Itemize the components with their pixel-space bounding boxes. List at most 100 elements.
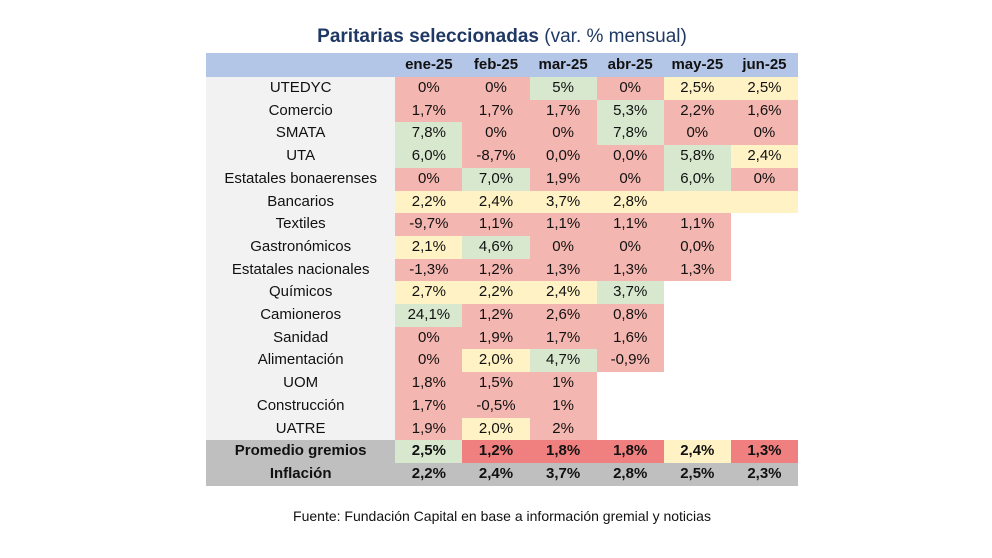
value-cell: 2,3% [730, 462, 798, 486]
value-cell: 2,2% [395, 190, 463, 214]
value-cell: 0% [596, 77, 664, 100]
value-cell: 7,8% [596, 122, 664, 146]
row-label: Promedio gremios [206, 440, 396, 463]
table-row: Alimentación 0% 2,0% 4,7% -0,9% [206, 349, 798, 373]
value-cell [596, 372, 664, 395]
value-cell: 1,2% [462, 304, 530, 327]
table-row: UATRE 1,9% 2,0% 2% [206, 417, 798, 441]
value-cell: 1,2% [462, 258, 530, 282]
summary-row: Inflación 2,2% 2,4% 3,7% 2,8% 2,5% 2,3% [206, 462, 798, 486]
value-cell: -0,5% [462, 394, 530, 418]
column-header-may-25: may-25 [663, 53, 731, 77]
value-cell: 1,1% [462, 213, 530, 236]
value-cell: 1,9% [395, 417, 463, 441]
value-cell: 7,8% [395, 122, 463, 146]
value-cell [730, 235, 798, 259]
value-cell: 1,7% [395, 394, 463, 418]
value-cell: 2,2% [395, 462, 463, 486]
value-cell: 2,0% [462, 349, 530, 373]
row-label: UATRE [206, 417, 396, 441]
value-cell: 0% [730, 167, 798, 191]
value-cell: -0,9% [596, 349, 664, 373]
row-label: Inflación [206, 462, 396, 486]
value-cell: 2,8% [596, 462, 664, 486]
value-cell: 4,7% [529, 349, 597, 373]
value-cell: 1,9% [462, 326, 530, 350]
table-row: Estatales nacionales -1,3% 1,2% 1,3% 1,3% 1,3… [206, 258, 798, 282]
value-cell [730, 213, 798, 236]
paritarias-table: ene-25 feb-25 mar-25 abr-25 may-25 jun-25 UTE… [206, 53, 798, 486]
value-cell: 1,3% [663, 258, 731, 282]
header-corner [206, 53, 396, 77]
source-note: Fuente: Fundación Capital en base a info… [293, 508, 711, 524]
value-cell [663, 281, 731, 305]
value-cell: 3,7% [529, 462, 597, 486]
value-cell [730, 304, 798, 327]
value-cell [663, 417, 731, 441]
table-row: Sanidad 0% 1,9% 1,7% 1,6% [206, 326, 798, 350]
value-cell [730, 417, 798, 441]
value-cell [730, 326, 798, 350]
value-cell: 1,9% [529, 167, 597, 191]
value-cell [663, 190, 731, 214]
value-cell: 2,4% [663, 440, 731, 463]
value-cell: 7,0% [462, 167, 530, 191]
value-cell: 2,8% [596, 190, 664, 214]
value-cell: 3,7% [596, 281, 664, 305]
table-row: Comercio 1,7% 1,7% 1,7% 5,3% 2,2% 1,6% [206, 99, 798, 123]
row-label: Textiles [206, 213, 396, 236]
value-cell: -1,3% [395, 258, 463, 282]
value-cell: 2,5% [663, 462, 731, 486]
value-cell: 1,3% [529, 258, 597, 282]
value-cell: 0,0% [663, 235, 731, 259]
column-header-feb-25: feb-25 [462, 53, 530, 77]
value-cell [730, 394, 798, 418]
row-label: UOM [206, 372, 396, 395]
row-label: Alimentación [206, 349, 396, 373]
value-cell: 1% [529, 394, 597, 418]
table-row: Estatales bonaerenses 0% 7,0% 1,9% 0% 6,0% 0% [206, 167, 798, 191]
column-header-ene-25: ene-25 [395, 53, 463, 77]
column-header-abr-25: abr-25 [596, 53, 664, 77]
summary-row: Promedio gremios 2,5% 1,2% 1,8% 1,8% 2,4% 1,3% [206, 440, 798, 463]
value-cell: 1,8% [529, 440, 597, 463]
value-cell: 0% [529, 235, 597, 259]
value-cell [730, 372, 798, 395]
value-cell: 1,7% [529, 326, 597, 350]
table-row: UTA 6,0% -8,7% 0,0% 0,0% 5,8% 2,4% [206, 145, 798, 168]
value-cell [730, 258, 798, 282]
table-row: Textiles -9,7% 1,1% 1,1% 1,1% 1,1% [206, 213, 798, 236]
value-cell: 2,4% [529, 281, 597, 305]
column-header-jun-25: jun-25 [730, 53, 798, 77]
value-cell: 0% [596, 167, 664, 191]
value-cell: 1,1% [529, 213, 597, 236]
value-cell: -8,7% [462, 145, 530, 168]
value-cell: 2,4% [462, 462, 530, 486]
value-cell: 5,8% [663, 145, 731, 168]
row-label: Construcción [206, 394, 396, 418]
row-label: Gastronómicos [206, 235, 396, 259]
row-label: Camioneros [206, 304, 396, 327]
value-cell: 1,5% [462, 372, 530, 395]
table-row: Gastronómicos 2,1% 4,6% 0% 0% 0,0% [206, 235, 798, 259]
row-label: Sanidad [206, 326, 396, 350]
value-cell: 1,3% [596, 258, 664, 282]
value-cell: 2,4% [730, 145, 798, 168]
table-row: Camioneros 24,1% 1,2% 2,6% 0,8% [206, 304, 798, 327]
value-cell: 3,7% [529, 190, 597, 214]
column-header-mar-25: mar-25 [529, 53, 597, 77]
value-cell [663, 304, 731, 327]
value-cell: 1,6% [596, 326, 664, 350]
value-cell: 1,1% [596, 213, 664, 236]
value-cell: 2,0% [462, 417, 530, 441]
value-cell: 1,8% [395, 372, 463, 395]
row-label: Estatales nacionales [206, 258, 396, 282]
value-cell: 2,2% [663, 99, 731, 123]
value-cell [730, 281, 798, 305]
value-cell: -9,7% [395, 213, 463, 236]
value-cell: 0% [663, 122, 731, 146]
value-cell: 4,6% [462, 235, 530, 259]
value-cell [663, 349, 731, 373]
value-cell: 5,3% [596, 99, 664, 123]
value-cell: 1,7% [395, 99, 463, 123]
